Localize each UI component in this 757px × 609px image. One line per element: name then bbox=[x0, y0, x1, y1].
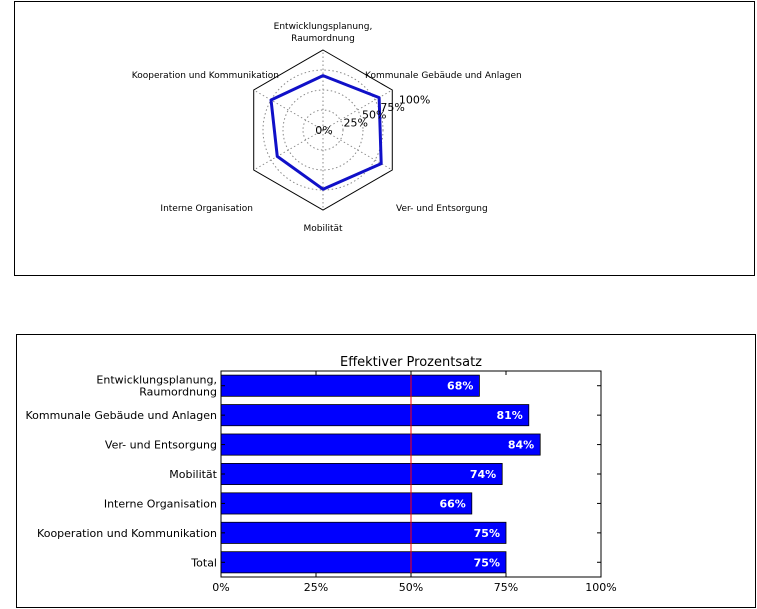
x-tick-label: 50% bbox=[399, 581, 423, 594]
bar-data-label: 75% bbox=[474, 527, 500, 540]
bar-category-label: Kooperation und Kommunikation bbox=[37, 527, 217, 540]
bar-category-label: Mobilität bbox=[169, 468, 217, 481]
bar-data-label: 66% bbox=[439, 497, 465, 510]
radar-spoke bbox=[253, 129, 324, 171]
bar-data-label: 81% bbox=[496, 409, 522, 422]
bar-category-label: Interne Organisation bbox=[104, 497, 217, 510]
bar-category-label: Ver- und Entsorgung bbox=[105, 439, 217, 452]
radar-category-label: Kooperation und Kommunikation bbox=[132, 71, 279, 81]
radar-spoke bbox=[322, 129, 393, 171]
radar-tick-label: 50% bbox=[362, 109, 386, 122]
radar-category-label: Entwicklungsplanung, bbox=[274, 22, 373, 32]
bar-data-label: 75% bbox=[474, 556, 500, 569]
radar-spoke bbox=[322, 89, 393, 131]
x-tick-label: 100% bbox=[585, 581, 616, 594]
bar bbox=[220, 433, 541, 456]
radar-chart: 0% 25%50%75%100% Entwicklungsplanung, Raumo… bbox=[132, 22, 522, 234]
radar-spoke bbox=[253, 89, 324, 131]
radar-category-label: Ver- und Entsorgung bbox=[396, 204, 488, 214]
radar-tick-label: 100% bbox=[399, 93, 430, 106]
bar bbox=[220, 551, 507, 574]
bar-chart-title: Effektiver Prozentsatz bbox=[340, 355, 482, 370]
radar-series-line bbox=[269, 74, 383, 191]
bar bbox=[220, 374, 480, 397]
bar-data-label: 84% bbox=[508, 439, 534, 452]
bar-category-label: Raumordnung bbox=[139, 386, 217, 399]
bar-chart-panel: Effektiver Prozentsatz 68% 81% 84% 74% 66% 75%… bbox=[16, 334, 756, 608]
bar-category-label: Kommunale Gebäude und Anlagen bbox=[25, 409, 217, 422]
x-tick-label: 25% bbox=[304, 581, 328, 594]
bar-data-label: 68% bbox=[447, 380, 473, 393]
radar-grid-ring bbox=[262, 69, 384, 191]
bar bbox=[220, 404, 530, 427]
radar-chart-panel: 0% 25% 50% 75% 100% Entwicklungsplanung, Raumo… bbox=[14, 1, 755, 276]
bar-category-label: Entwicklungsplanung, bbox=[96, 374, 217, 387]
x-tick-label: 0% bbox=[212, 581, 229, 594]
bar bbox=[220, 463, 503, 485]
radar-tick-label: 75% bbox=[380, 101, 404, 114]
bar-category-label: Total bbox=[190, 556, 217, 569]
bar bbox=[220, 492, 473, 515]
x-tick-label: 75% bbox=[494, 581, 518, 594]
radar-tick-label: 25% bbox=[343, 116, 367, 129]
bar-data-label: 74% bbox=[470, 468, 496, 481]
radar-category-label: Raumordnung bbox=[291, 34, 355, 44]
bar bbox=[220, 521, 507, 544]
radar-tick-label: 0% bbox=[315, 124, 332, 137]
radar-grid-ring bbox=[302, 109, 344, 151]
bar-chart: Effektiver Prozentsatz 68% 81% 84% 74% 66% 75%… bbox=[25, 355, 616, 594]
radar-category-label: Kommunale Gebäude und Anlagen bbox=[365, 71, 522, 81]
radar-category-label: Interne Organisation bbox=[160, 204, 253, 214]
radar-frame bbox=[253, 49, 393, 211]
radar-category-label: Mobilität bbox=[303, 224, 343, 234]
